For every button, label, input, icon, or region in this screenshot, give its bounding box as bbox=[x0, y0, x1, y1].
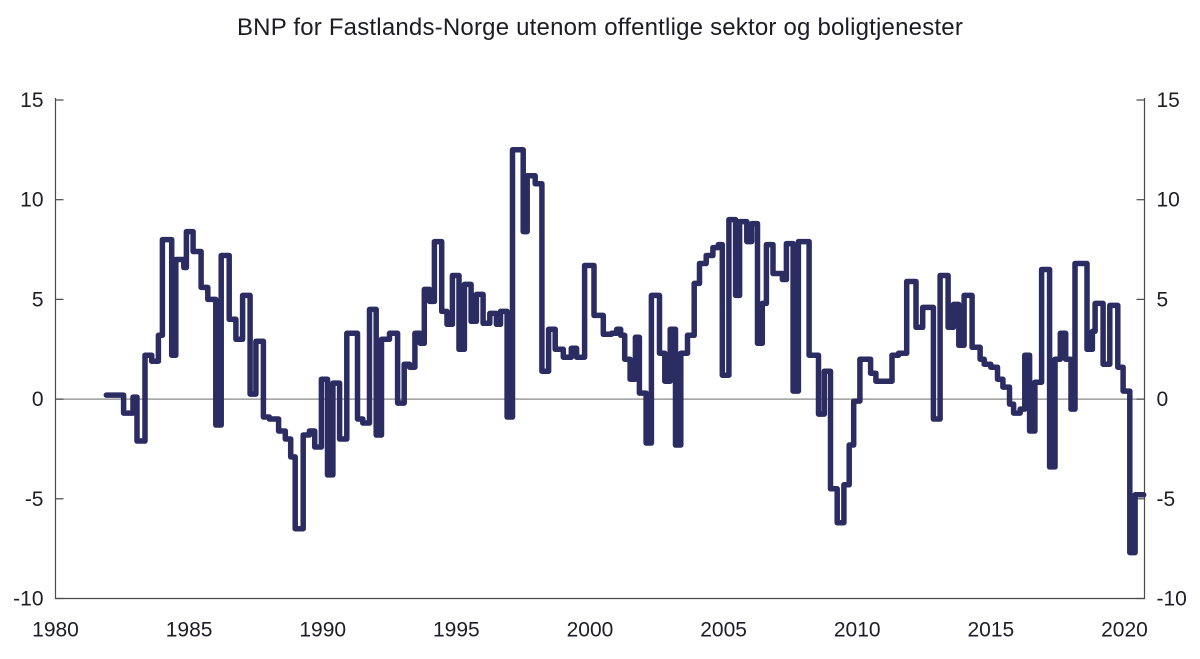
y-axis-label-right: -10 bbox=[1157, 588, 1187, 611]
y-axis-label-left: 0 bbox=[32, 388, 44, 411]
axis-ticks bbox=[55, 99, 1145, 600]
y-axis-label-left: 5 bbox=[32, 288, 44, 311]
y-axis-label-right: 10 bbox=[1157, 189, 1180, 212]
x-axis-label: 1985 bbox=[166, 619, 213, 642]
y-axis-label-right: 15 bbox=[1157, 89, 1180, 112]
x-axis-label: 2020 bbox=[1101, 619, 1148, 642]
y-axis-label-right: 5 bbox=[1157, 288, 1169, 311]
y-axis-label-right: 0 bbox=[1157, 388, 1169, 411]
gdp-growth-step-line bbox=[103, 147, 1147, 556]
x-axis-label: 1980 bbox=[32, 619, 79, 642]
x-axis-label: 2010 bbox=[834, 619, 881, 642]
chart-title: BNP for Fastlands-Norge utenom offentlig… bbox=[236, 14, 964, 41]
y-axis-label-left: -10 bbox=[13, 588, 43, 611]
x-axis-label: 1990 bbox=[299, 619, 346, 642]
x-axis-label: 1995 bbox=[433, 619, 480, 642]
x-axis-label: 2015 bbox=[967, 619, 1014, 642]
y-axis-label-right: -5 bbox=[1157, 488, 1176, 511]
axis-tick-labels: 15 10 5 0 -5 -10 15 10 5 0 -5 -10 1980 1985 1990 1995 20… bbox=[13, 89, 1187, 642]
series-line bbox=[103, 147, 1147, 556]
y-axis-label-left: -5 bbox=[25, 488, 44, 511]
y-axis-label-left: 10 bbox=[20, 189, 43, 212]
axes bbox=[54, 98, 1146, 600]
x-axis-label: 2005 bbox=[700, 619, 747, 642]
y-axis-label-left: 15 bbox=[20, 89, 43, 112]
x-axis-label: 2000 bbox=[567, 619, 614, 642]
